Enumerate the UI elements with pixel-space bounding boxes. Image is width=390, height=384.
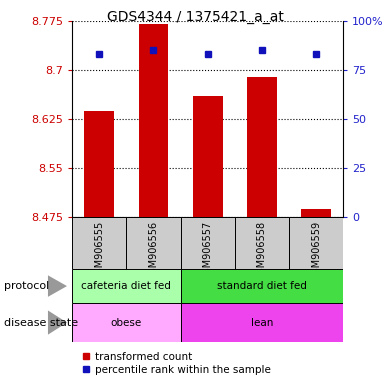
Polygon shape bbox=[48, 275, 67, 297]
Bar bbox=[289, 217, 343, 269]
Bar bbox=[301, 209, 331, 217]
Text: cafeteria diet fed: cafeteria diet fed bbox=[82, 281, 171, 291]
Bar bbox=[235, 217, 289, 269]
Text: GDS4344 / 1375421_a_at: GDS4344 / 1375421_a_at bbox=[106, 10, 284, 23]
Bar bbox=[138, 25, 168, 217]
Text: GSM906558: GSM906558 bbox=[257, 221, 267, 280]
Bar bbox=[181, 303, 343, 342]
Polygon shape bbox=[48, 310, 67, 334]
Bar bbox=[126, 217, 181, 269]
Text: obese: obese bbox=[111, 318, 142, 328]
Text: disease state: disease state bbox=[4, 318, 78, 328]
Text: GSM906555: GSM906555 bbox=[94, 221, 104, 280]
Legend: transformed count, percentile rank within the sample: transformed count, percentile rank withi… bbox=[77, 348, 275, 379]
Text: standard diet fed: standard diet fed bbox=[217, 281, 307, 291]
Text: GSM906556: GSM906556 bbox=[149, 221, 158, 280]
Bar bbox=[181, 269, 343, 303]
Text: GSM906559: GSM906559 bbox=[311, 221, 321, 280]
Bar bbox=[72, 303, 181, 342]
Bar bbox=[247, 77, 277, 217]
Text: GSM906557: GSM906557 bbox=[203, 221, 213, 280]
Bar bbox=[72, 217, 126, 269]
Text: protocol: protocol bbox=[4, 281, 49, 291]
Text: lean: lean bbox=[251, 318, 273, 328]
Bar bbox=[181, 217, 235, 269]
Bar bbox=[193, 96, 223, 217]
Bar bbox=[84, 111, 114, 217]
Bar bbox=[72, 269, 181, 303]
